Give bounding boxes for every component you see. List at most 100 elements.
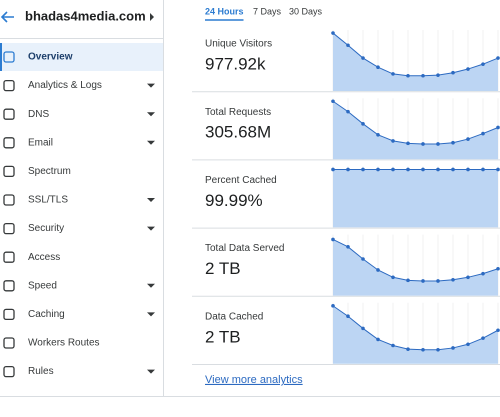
spark-point: [361, 56, 365, 60]
spark-point: [376, 337, 380, 342]
spark-point: [361, 257, 365, 261]
spark-point: [421, 73, 425, 78]
spark-point: [436, 73, 440, 77]
nav-item[interactable]: Analytics & Logs: [28, 80, 102, 91]
spark-point: [346, 245, 350, 249]
spark-point: [481, 167, 485, 172]
nav-item[interactable]: Workers Routes: [28, 338, 100, 349]
spark-point: [421, 142, 425, 146]
nav-item[interactable]: Rules: [28, 366, 54, 377]
spark-point: [406, 141, 410, 146]
nav-item[interactable]: SSL/TLS: [28, 195, 68, 206]
spark-point: [436, 279, 440, 283]
nav-icon: [3, 251, 15, 263]
spark-point: [331, 304, 335, 308]
spark-point: [496, 167, 500, 172]
spark-point: [436, 142, 440, 146]
nav-caret[interactable]: [147, 140, 155, 145]
nav-icon: [3, 337, 15, 349]
spark-point: [331, 31, 335, 35]
nav-item[interactable]: Access: [28, 252, 60, 263]
nav-item[interactable]: Security: [28, 223, 64, 234]
spark-point: [391, 275, 395, 280]
spark-point: [481, 271, 485, 276]
nav-selected-bg: [0, 43, 163, 71]
spark-point: [451, 70, 455, 75]
spark-point: [436, 167, 440, 172]
nav-icon: [3, 165, 15, 178]
spark-point: [346, 109, 350, 114]
time-tab[interactable]: 24 Hours: [205, 6, 244, 16]
nav-caret[interactable]: [147, 283, 155, 288]
spark-point: [466, 342, 470, 347]
site-name[interactable]: bhadas4media.com: [25, 8, 146, 23]
nav-caret[interactable]: [147, 83, 155, 88]
spark-point: [331, 167, 335, 172]
spark-point: [496, 328, 500, 333]
nav-caret[interactable]: [147, 198, 155, 202]
spark-point: [406, 167, 410, 172]
spark-point: [451, 140, 455, 145]
spark-point: [391, 72, 395, 76]
metric-label: Unique Visitors: [205, 39, 272, 50]
spark-point: [406, 278, 410, 283]
nav-selected-bar: [0, 43, 2, 71]
spark-point: [331, 99, 335, 104]
spark-point: [376, 167, 380, 172]
spark-point: [466, 167, 470, 172]
metric-value: 977.92k: [205, 54, 266, 73]
metric-label: Total Requests: [205, 107, 271, 118]
spark-line: [332, 305, 499, 351]
spark-point: [481, 336, 485, 340]
nav-item[interactable]: DNS: [28, 109, 49, 120]
back-arrow[interactable]: [0, 11, 14, 23]
nav-item[interactable]: Email: [28, 137, 53, 148]
nav-caret[interactable]: [147, 112, 155, 117]
spark-point: [451, 167, 455, 172]
spark-area: [333, 169, 498, 228]
nav-icon: [3, 194, 15, 206]
spark-line: [332, 32, 499, 77]
nav-icon: [3, 222, 15, 235]
spark-point: [406, 347, 410, 351]
site-caret[interactable]: [150, 13, 154, 21]
spark-area: [333, 239, 498, 296]
nav-item[interactable]: Caching: [28, 309, 65, 320]
spark-point: [361, 326, 365, 331]
spark-point: [421, 167, 425, 172]
spark-point: [436, 347, 440, 352]
spark-point: [496, 56, 500, 60]
nav-caret[interactable]: [147, 369, 155, 374]
nav-item[interactable]: Spectrum: [28, 166, 71, 177]
nav-caret[interactable]: [147, 312, 155, 317]
time-tab[interactable]: 30 Days: [289, 6, 323, 16]
metric-label: Total Data Served: [205, 243, 285, 254]
nav-icon: [3, 308, 15, 321]
spark-point: [346, 314, 350, 319]
spark-point: [466, 275, 470, 280]
spark-point: [376, 65, 380, 70]
spark-point: [496, 125, 500, 130]
nav-caret[interactable]: [147, 226, 155, 231]
metric-value: 2 TB: [205, 327, 241, 346]
time-tab[interactable]: 7 Days: [253, 6, 282, 16]
nav-icon: [3, 79, 15, 92]
nav-item[interactable]: Overview: [28, 52, 73, 63]
spark-area: [333, 33, 498, 91]
spark-point: [466, 67, 470, 71]
spark-point: [421, 279, 425, 283]
spark-point: [451, 277, 455, 282]
spark-point: [361, 167, 365, 172]
spark-point: [346, 167, 350, 172]
footer-link[interactable]: View more analytics: [205, 374, 303, 386]
metric-label: Data Cached: [205, 311, 263, 322]
nav-item[interactable]: Speed: [28, 280, 57, 291]
metric-value: 305.68M: [205, 123, 271, 142]
spark-point: [391, 167, 395, 172]
nav-icon: [3, 137, 15, 149]
spark-point: [406, 73, 410, 78]
spark-point: [331, 237, 335, 242]
spark-point: [421, 347, 425, 352]
nav-icon: [3, 280, 15, 292]
